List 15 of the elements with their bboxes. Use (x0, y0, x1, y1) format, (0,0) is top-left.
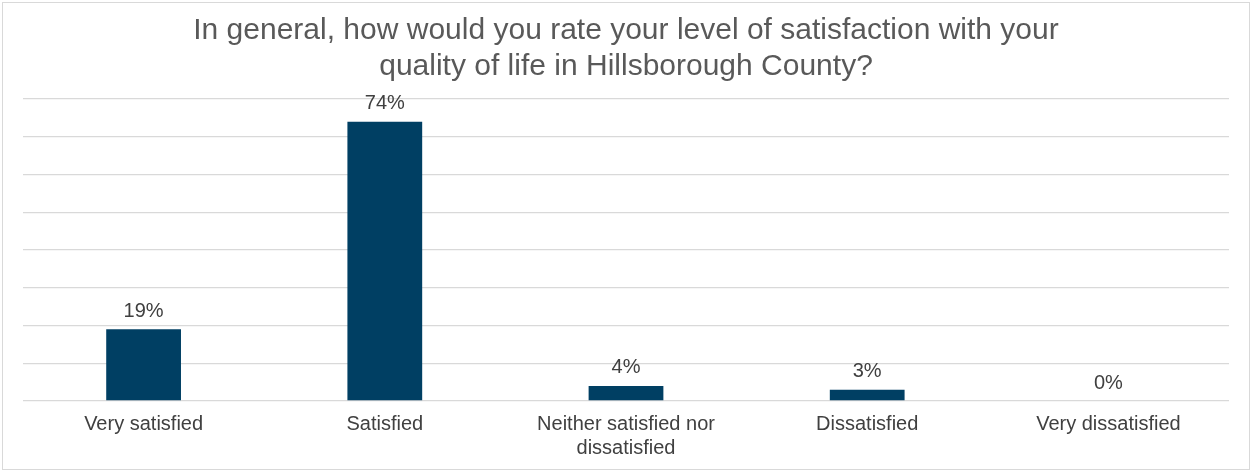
x-tick-label: Very dissatisfied (1036, 411, 1181, 434)
x-tick-label: Neither satisfied nor dissatisfied (537, 411, 716, 458)
chart-title: In general, how would you rate your level of satisfaction with your quality of life in Hillsborough County? (193, 12, 1059, 82)
data-label: 74% (364, 91, 406, 114)
bar (347, 121, 423, 401)
bar (829, 389, 905, 401)
data-label: 4% (611, 355, 641, 378)
data-label: 3% (852, 359, 882, 382)
data-label: 0% (1093, 370, 1124, 393)
x-tick-label: Dissatisfied (816, 411, 919, 434)
x-tick-label: Very satisfied (84, 411, 204, 434)
data-label: 19% (123, 298, 164, 321)
x-tick-label: Satisfied (346, 411, 424, 434)
bar (106, 329, 181, 401)
bar (588, 385, 664, 401)
